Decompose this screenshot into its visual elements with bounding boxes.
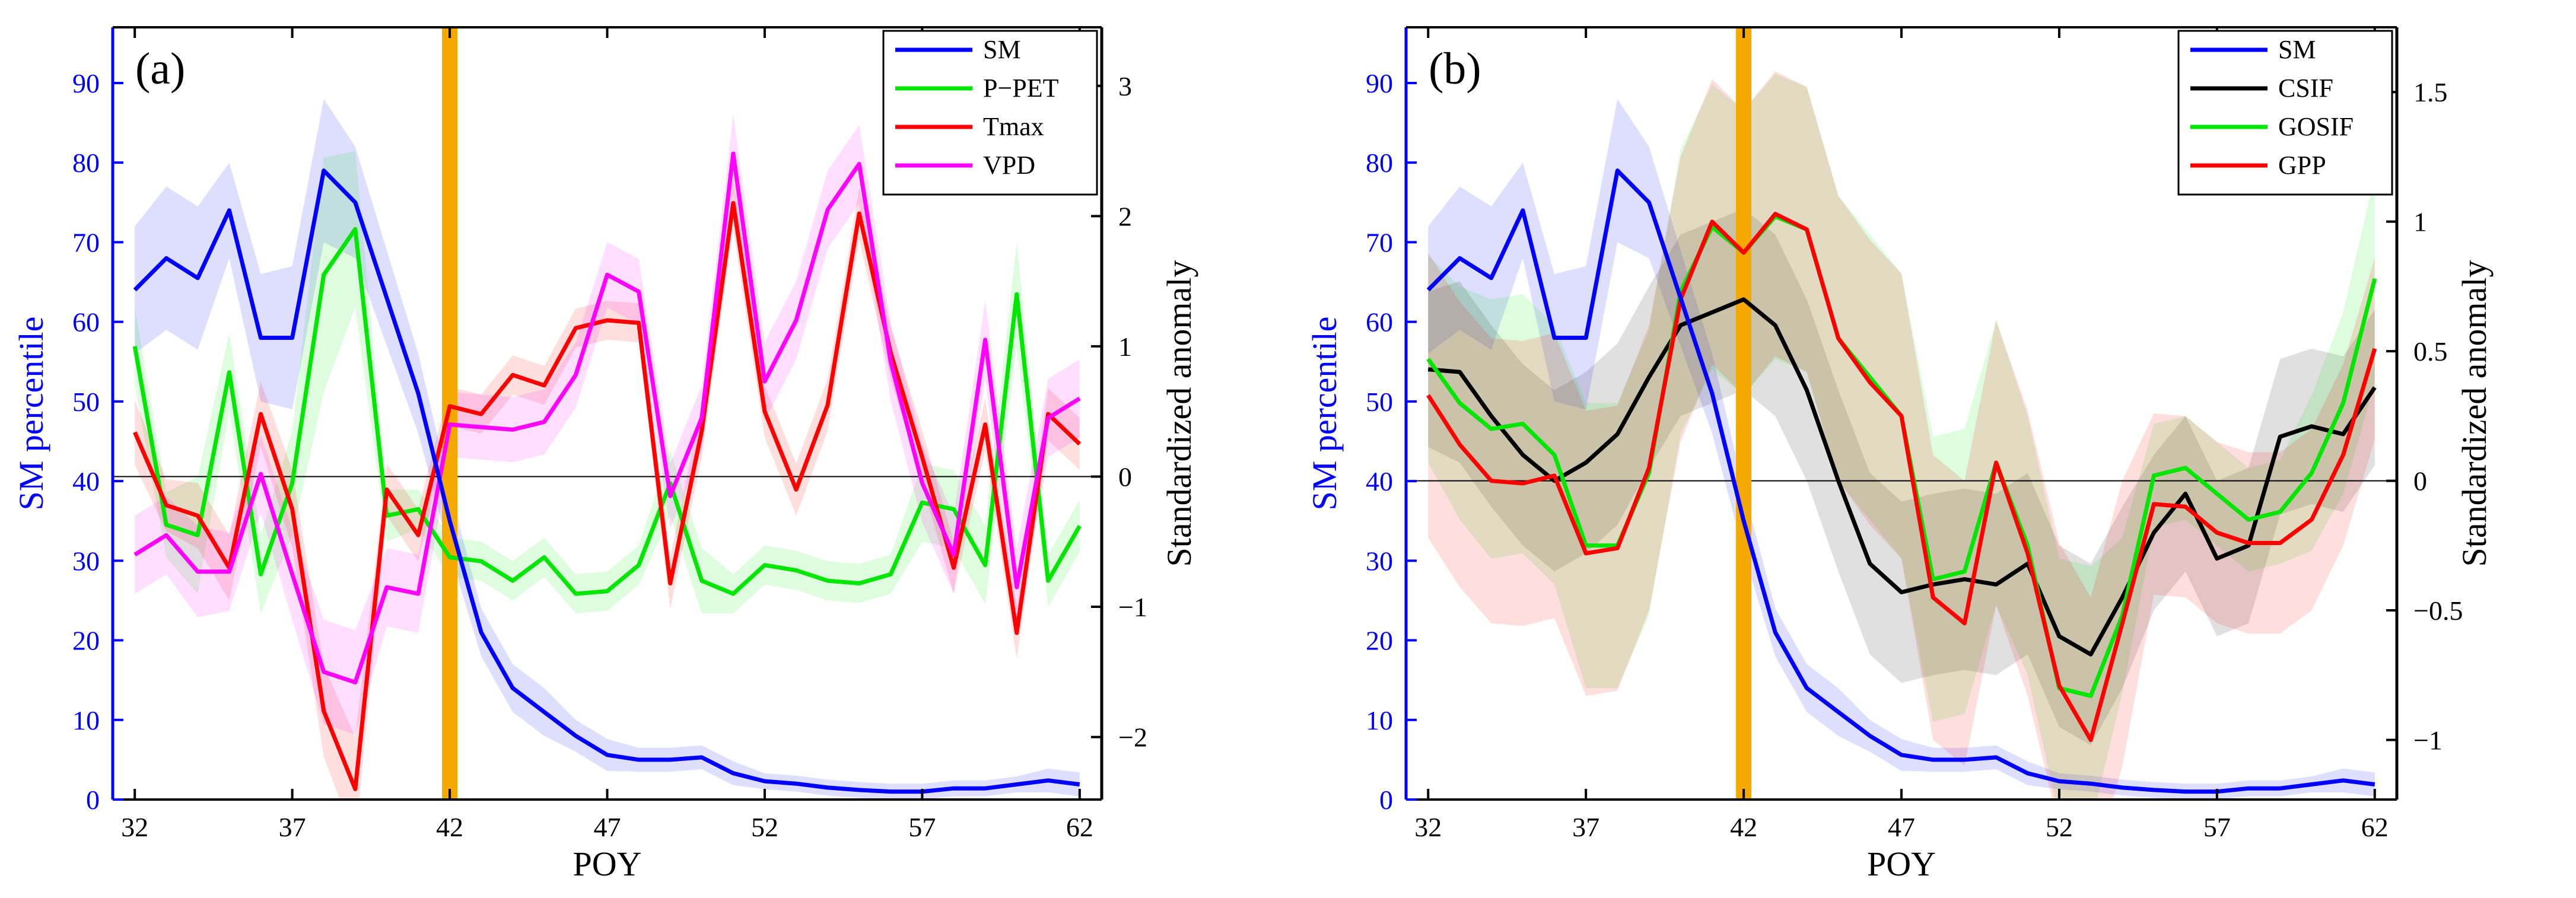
y-axis-title-left: SM percentile: [1305, 317, 1344, 511]
x-tick-label: 37: [279, 812, 306, 842]
series-line-tmax: [132, 200, 1082, 791]
legend: SM CSIF GOSIF GPP: [2177, 30, 2393, 196]
band-vpd: [135, 114, 1080, 735]
panel-label: (b): [1429, 44, 1481, 94]
legend-label: SM: [983, 35, 1021, 64]
x-axis-title: POY: [1867, 845, 1936, 883]
y-tick-label-right: 1: [2413, 207, 2427, 237]
plot-area: [113, 27, 1102, 800]
y-tick-label-right: −1: [1118, 592, 1147, 622]
x-tick-label: 32: [1414, 812, 1442, 842]
y-axis-title-right: Standardized anomaly: [1160, 260, 1198, 567]
y-tick-label-right: 0: [2413, 466, 2427, 496]
y-tick-label-right: 0.5: [2413, 336, 2448, 367]
x-tick-label: 52: [2046, 812, 2073, 842]
x-tick-label: 57: [2203, 812, 2231, 842]
y-tick-label-right: 1: [1118, 332, 1132, 362]
y-tick-label-right: 1.5: [2413, 77, 2448, 107]
y-tick-label-left: 10: [1366, 705, 1393, 735]
panel-label: (a): [135, 44, 185, 94]
legend-label: SM: [2278, 35, 2316, 64]
x-tick-label: 57: [908, 812, 936, 842]
x-tick-label: 52: [751, 812, 778, 842]
y-tick-label-right: 3: [1118, 71, 1132, 101]
legend-label: P−PET: [983, 74, 1059, 103]
x-tick-label: 62: [1066, 812, 1093, 842]
y-axis-title-left: SM percentile: [12, 317, 50, 511]
y-tick-label-left: 30: [1366, 546, 1393, 576]
x-tick-label: 37: [1572, 812, 1599, 842]
x-tick-label: 42: [1730, 812, 1757, 842]
y-tick-label-left: 80: [1366, 148, 1393, 178]
band-sm: [1428, 98, 2375, 800]
y-tick-label-left: 80: [72, 148, 100, 178]
series-line-csif: [1427, 297, 2377, 657]
legend-label: Tmax: [983, 112, 1044, 141]
series-line-ppet: [132, 227, 1082, 596]
plot-area: [1406, 27, 2397, 800]
y-tick-label-left: 40: [72, 466, 100, 496]
y-tick-label-left: 60: [1366, 307, 1393, 337]
y-tick-label-left: 90: [72, 68, 100, 98]
y-tick-label-right: 0: [1118, 461, 1132, 492]
y-tick-label-left: 90: [1366, 68, 1393, 98]
y-tick-label-left: 0: [1379, 785, 1393, 815]
y-tick-label-right: −2: [1118, 722, 1147, 753]
y-tick-label-right: 2: [1118, 201, 1132, 231]
y-tick-label-left: 0: [86, 785, 100, 815]
y-tick-label-left: 60: [72, 307, 100, 337]
legend-label: CSIF: [2278, 74, 2333, 103]
x-tick-label: 47: [1888, 812, 1915, 842]
y-tick-label-right: −0.5: [2413, 596, 2463, 626]
y-tick-label-right: −1: [2413, 725, 2443, 756]
y-axis-title-right: Standardized anomaly: [2455, 260, 2494, 567]
band-sm: [135, 98, 1080, 800]
y-tick-label-left: 20: [72, 626, 100, 656]
y-tick-label-left: 70: [1366, 227, 1393, 257]
x-tick-label: 42: [436, 812, 463, 842]
legend: SM P−PET Tmax VPD: [882, 30, 1098, 196]
y-tick-label-left: 30: [72, 546, 100, 576]
series-line-vpd: [133, 151, 1081, 684]
band-csif: [1428, 208, 2375, 746]
y-tick-label-left: 70: [72, 227, 100, 257]
x-tick-label: 32: [121, 812, 148, 842]
legend-label: VPD: [983, 151, 1035, 180]
legend-label: GOSIF: [2278, 112, 2354, 141]
y-tick-label-left: 20: [1366, 626, 1393, 656]
x-tick-label: 47: [594, 812, 621, 842]
y-tick-label-left: 50: [1366, 387, 1393, 417]
y-tick-label-left: 10: [72, 705, 100, 735]
y-tick-label-left: 50: [72, 387, 100, 417]
event-marker: [1736, 27, 1752, 800]
legend-label: GPP: [2278, 151, 2326, 180]
x-axis-title: POY: [573, 845, 641, 883]
y-tick-label-left: 40: [1366, 466, 1393, 496]
series-line-gpp: [1426, 212, 2377, 742]
x-tick-label: 62: [2361, 812, 2389, 842]
